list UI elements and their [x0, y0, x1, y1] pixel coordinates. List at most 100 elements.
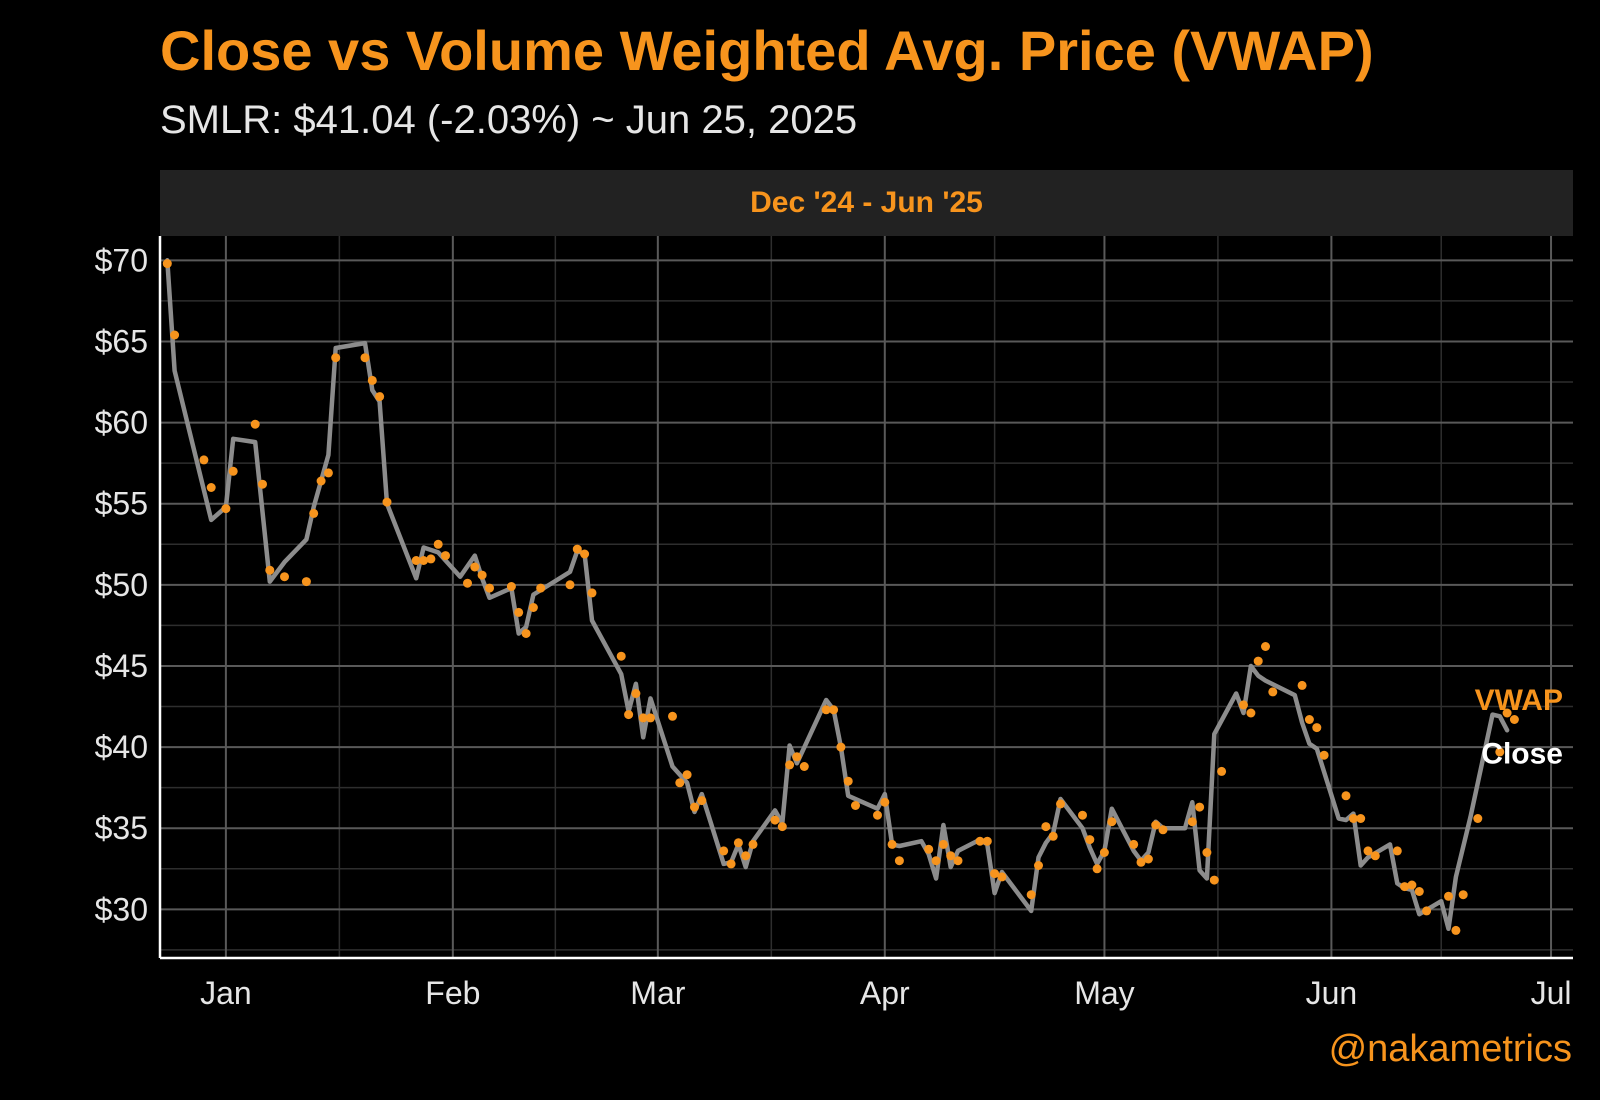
vwap-point — [485, 583, 494, 593]
vwap-point — [1495, 747, 1505, 757]
vwap-point — [631, 689, 641, 698]
vwap-point — [726, 859, 736, 869]
vwap-point — [975, 836, 985, 846]
vwap-point — [990, 869, 1000, 879]
vwap-point — [1217, 766, 1227, 776]
y-tick-label: $55 — [95, 486, 148, 522]
vwap-point — [770, 815, 780, 825]
vwap-point — [258, 479, 267, 489]
vwap-point — [316, 476, 326, 486]
vwap-point — [411, 556, 421, 565]
vwap-point — [741, 851, 751, 861]
vwap-point — [668, 711, 677, 721]
vwap-point — [506, 582, 516, 591]
vwap-point — [880, 797, 890, 807]
vwap-point — [301, 577, 311, 587]
vwap-point — [367, 375, 377, 385]
x-tick-label: Mar — [630, 975, 685, 1011]
vwap-point — [1056, 799, 1065, 809]
vwap-point — [733, 838, 743, 848]
vwap-point — [463, 578, 472, 588]
x-axis-labels: Jan Feb Mar Apr May Jun Jul — [200, 975, 1571, 1011]
vwap-point — [1026, 890, 1036, 900]
vwap-point — [799, 762, 809, 771]
vwap-point — [309, 508, 319, 518]
vwap-point — [777, 822, 787, 832]
vwap-point — [419, 556, 429, 565]
vwap-point — [836, 742, 846, 752]
vwap-point — [280, 572, 289, 582]
y-tick-label: $30 — [95, 891, 148, 927]
watermark: @nakametrics — [1328, 1028, 1572, 1070]
vwap-point — [931, 856, 941, 866]
y-tick-label: $35 — [95, 810, 148, 846]
vwap-point — [624, 710, 634, 720]
vwap-point — [375, 392, 385, 402]
vwap-point — [953, 856, 963, 866]
chart-title: Close vs Volume Weighted Avg. Price (VWA… — [160, 19, 1374, 82]
vwap-point — [250, 419, 260, 429]
vwap-point — [521, 629, 531, 638]
vwap-point — [221, 504, 231, 514]
x-tick-label: May — [1074, 975, 1134, 1011]
vwap-series — [162, 259, 1519, 935]
vwap-point — [170, 330, 180, 340]
vwap-point — [1239, 700, 1248, 710]
vwap-point — [1451, 925, 1461, 935]
vwap-point — [1502, 708, 1512, 718]
vwap-point — [565, 580, 575, 590]
x-tick-label: Jan — [200, 975, 252, 1011]
y-axis-labels: $30 $35 $40 $45 $50 $55 $60 $65 $70 — [95, 242, 148, 927]
vwap-point — [1246, 708, 1256, 718]
axes — [158, 236, 1573, 960]
vwap-point — [1099, 848, 1109, 857]
vwap-point — [1319, 750, 1329, 760]
vwap-point — [1444, 891, 1453, 901]
vwap-point — [360, 353, 370, 363]
vwap-point — [646, 713, 655, 723]
y-tick-label: $70 — [95, 242, 148, 278]
vwap-point — [1078, 810, 1087, 820]
vwap-point — [616, 651, 626, 661]
vwap-point — [1048, 831, 1058, 841]
vwap-point — [1143, 854, 1153, 864]
vwap-point — [1253, 656, 1263, 666]
vwap-point — [470, 562, 480, 572]
vwap-point — [887, 839, 897, 849]
vwap-point — [1370, 851, 1380, 861]
vwap-point — [873, 810, 882, 820]
vwap-point — [199, 455, 209, 465]
vwap-point — [1509, 715, 1519, 724]
vwap-point — [1151, 820, 1161, 830]
vwap-point — [843, 776, 853, 786]
vwap-point — [1041, 822, 1051, 832]
vwap-point — [851, 801, 860, 810]
vwap-point — [785, 760, 795, 770]
vwap-point — [821, 705, 831, 715]
vwap-point — [829, 705, 839, 715]
vwap-point — [1422, 906, 1432, 916]
y-tick-label: $50 — [95, 567, 148, 603]
vwap-point — [323, 468, 333, 478]
vwap-point — [1187, 817, 1197, 827]
vwap-point — [982, 836, 992, 846]
vwap-point — [1363, 846, 1373, 856]
y-tick-label: $40 — [95, 729, 148, 765]
vwap-point — [162, 259, 172, 269]
vwap-point — [1129, 839, 1139, 849]
vwap-point — [477, 570, 487, 580]
x-tick-label: Apr — [860, 975, 910, 1011]
vwap-point — [1304, 715, 1314, 724]
vwap-point — [748, 839, 758, 849]
vwap-point — [536, 583, 546, 593]
vwap-point — [1348, 814, 1358, 823]
vwap-point — [690, 802, 699, 812]
vwap-point — [1268, 687, 1278, 697]
vwap-point — [1297, 680, 1307, 690]
vwap-point — [1458, 890, 1468, 900]
vwap-point — [572, 544, 582, 554]
vwap-point — [1356, 814, 1366, 823]
vwap-point — [1107, 817, 1117, 827]
x-tick-label: Jun — [1306, 975, 1358, 1011]
vwap-point — [697, 796, 707, 806]
